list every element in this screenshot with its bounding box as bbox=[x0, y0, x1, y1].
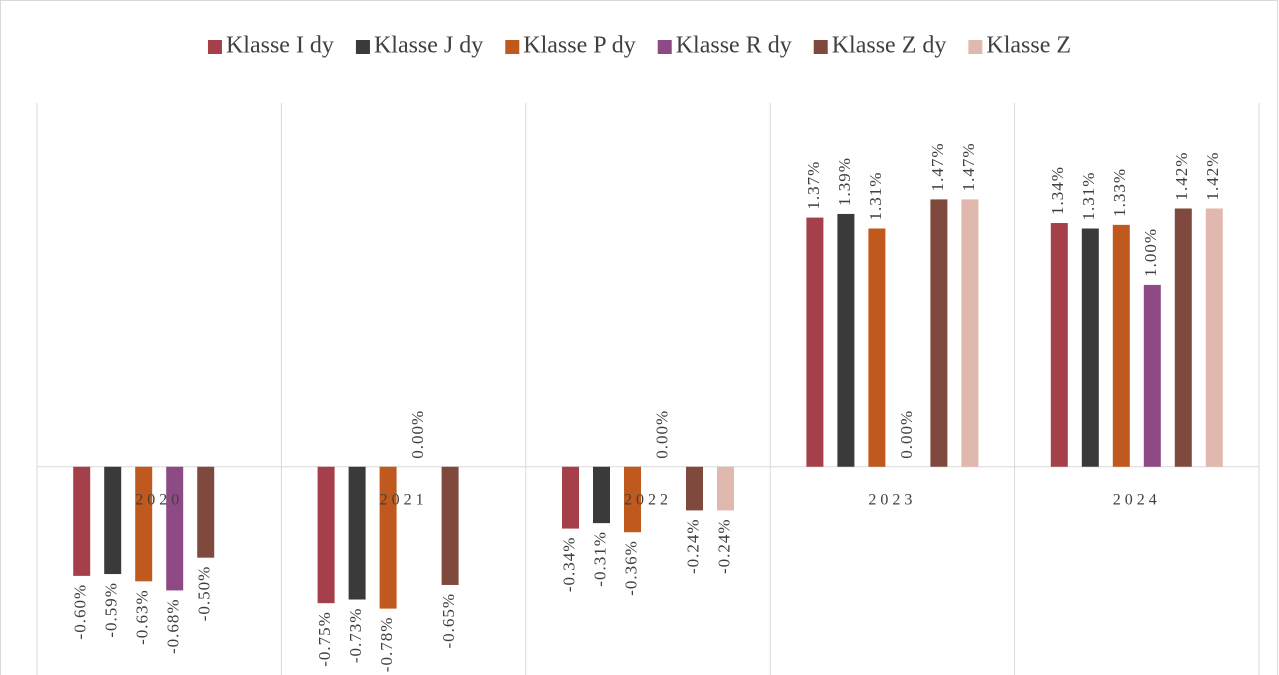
data-label: 0.00% bbox=[652, 410, 671, 459]
bar bbox=[806, 217, 824, 467]
data-label: 1.42% bbox=[1172, 152, 1191, 201]
data-label: -0.24% bbox=[683, 518, 702, 574]
bar bbox=[348, 466, 366, 600]
bar bbox=[593, 466, 610, 524]
data-label: 0.00% bbox=[897, 410, 916, 459]
legend-swatch bbox=[207, 40, 222, 54]
data-label: -0.60% bbox=[71, 584, 90, 640]
bar bbox=[1050, 223, 1068, 467]
bar bbox=[1112, 224, 1130, 467]
legend-label: Klasse Z bbox=[986, 33, 1071, 59]
bar bbox=[317, 466, 335, 604]
legend-swatch bbox=[968, 40, 983, 54]
data-label: -0.24% bbox=[714, 518, 733, 574]
bar bbox=[1143, 284, 1161, 467]
data-label: 1.31% bbox=[866, 172, 885, 221]
legend-label: Klasse P dy bbox=[523, 33, 635, 59]
data-label: -0.31% bbox=[590, 531, 609, 587]
legend-item: Klasse Z dy bbox=[813, 33, 947, 59]
legend-label: Klasse J dy bbox=[374, 33, 483, 59]
data-label: 1.42% bbox=[1203, 152, 1222, 201]
bar bbox=[624, 466, 641, 533]
bar bbox=[1081, 228, 1099, 467]
data-label: -0.63% bbox=[133, 589, 152, 645]
data-label: -0.36% bbox=[621, 540, 640, 596]
data-label: 1.31% bbox=[1079, 172, 1098, 221]
bar bbox=[1205, 208, 1223, 467]
x-tick-label: 2020 bbox=[135, 492, 183, 509]
data-label: 1.47% bbox=[928, 142, 947, 191]
legend-item: Klasse Z bbox=[968, 33, 1071, 59]
bar bbox=[837, 213, 855, 467]
data-label: -0.75% bbox=[315, 611, 334, 667]
bar bbox=[1174, 208, 1192, 467]
legend-item: Klasse J dy bbox=[355, 33, 483, 59]
data-label: -0.68% bbox=[164, 598, 183, 654]
legend-label: Klasse I dy bbox=[226, 33, 334, 59]
data-label: 1.34% bbox=[1048, 166, 1067, 215]
data-label: -0.59% bbox=[102, 582, 121, 638]
bar bbox=[441, 466, 459, 585]
data-label: -0.73% bbox=[346, 608, 365, 664]
data-label: -0.34% bbox=[559, 537, 578, 593]
bar bbox=[868, 228, 886, 467]
data-label: 1.47% bbox=[959, 142, 978, 191]
bar bbox=[104, 466, 122, 575]
data-label: -0.78% bbox=[377, 617, 396, 673]
data-label: 1.37% bbox=[804, 161, 823, 210]
bar bbox=[166, 466, 184, 591]
legend-item: Klasse R dy bbox=[657, 33, 792, 59]
legend-item: Klasse I dy bbox=[207, 33, 334, 59]
legend-label: Klasse Z dy bbox=[832, 33, 947, 59]
bar bbox=[135, 466, 153, 582]
bar bbox=[961, 199, 979, 467]
bar bbox=[686, 466, 703, 511]
data-label: 1.33% bbox=[1110, 168, 1129, 217]
bar bbox=[562, 466, 579, 529]
data-label: 1.39% bbox=[835, 157, 854, 206]
bar bbox=[197, 466, 215, 558]
bar bbox=[379, 466, 397, 609]
legend-label: Klasse R dy bbox=[676, 33, 792, 59]
data-label: 1.00% bbox=[1141, 228, 1160, 277]
legend-item: Klasse P dy bbox=[505, 33, 636, 59]
bar bbox=[930, 199, 948, 467]
x-tick-label: 2024 bbox=[1113, 492, 1161, 509]
bar bbox=[73, 466, 91, 576]
data-label: -0.65% bbox=[439, 593, 458, 649]
x-tick-label: 2022 bbox=[624, 492, 672, 509]
legend-swatch bbox=[657, 40, 672, 54]
legend-swatch bbox=[813, 40, 828, 54]
bar bbox=[717, 466, 734, 511]
x-tick-label: 2021 bbox=[380, 492, 428, 509]
data-label: -0.50% bbox=[195, 566, 214, 622]
data-label: 0.00% bbox=[408, 410, 427, 459]
x-tick-label: 2023 bbox=[868, 492, 916, 509]
legend-swatch bbox=[355, 40, 370, 54]
legend-swatch bbox=[505, 40, 520, 54]
